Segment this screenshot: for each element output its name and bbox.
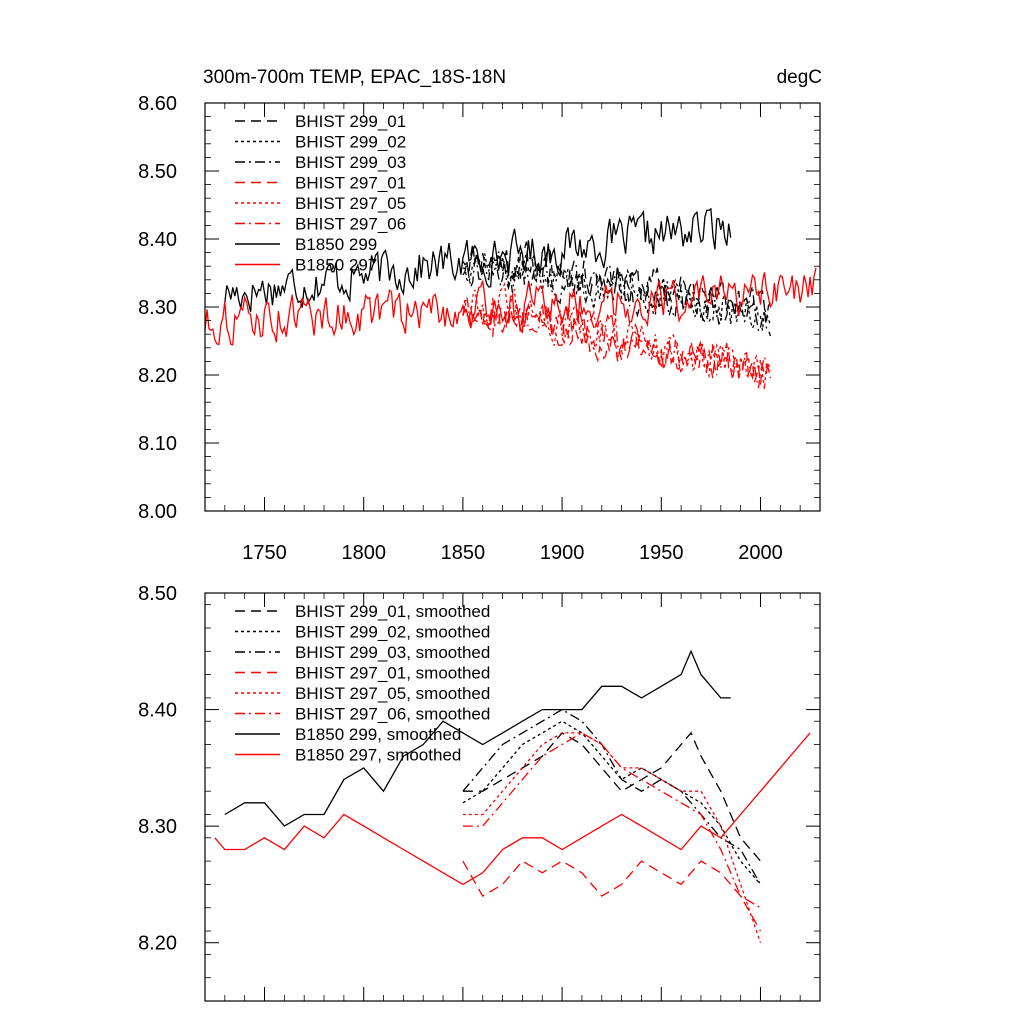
legend-label-1: BHIST 299_01, smoothed [295,602,490,621]
legend-label-4: BHIST 297_01, smoothed [295,664,490,683]
units-label: degC [777,67,822,88]
legend-label-6: BHIST 297_06, smoothed [295,705,490,724]
legend-label-2: BHIST 299_02 [295,133,406,152]
legend-label-6: BHIST 297_06 [295,215,406,234]
y-tick-label: 8.40 [138,700,177,722]
top-axes: 1750 1800 1850 1900 1950 2000 8.00 8.10 8.20 8.30… [138,93,821,564]
series-line-8 [204,267,817,346]
legend-label-4: BHIST 297_01 [295,174,406,193]
y-tick-label: 8.30 [138,816,177,838]
legend-label-5: BHIST 297_05, smoothed [295,684,490,703]
bottom-series-group [214,649,811,943]
series-line-2 [462,720,761,885]
y-tick-label: 8.20 [138,933,177,955]
x-tick-label: 2000 [738,542,783,564]
y-tick-label: 8.00 [138,501,177,523]
legend-label-1: BHIST 299_01 [295,112,406,131]
series-line-5 [462,281,772,390]
y-tick-label: 8.30 [138,297,177,319]
legend-label-8: B1850 297 [295,256,377,275]
series-line-7 [224,649,731,827]
legend-label-7: B1850 299, smoothed [295,725,461,744]
y-tick-label: 8.20 [138,365,177,387]
y-tick-label: 8.10 [138,433,177,455]
x-tick-label: 1900 [540,542,585,564]
legend-label-3: BHIST 299_03 [295,153,406,172]
x-tick-label: 1750 [242,542,287,564]
legend-label-7: B1850 299 [295,235,377,254]
bottom-panel: 8.208.308.408.50 BHIST 299_01, smoothedB… [138,583,821,1002]
series-line-1 [462,241,771,322]
series-line-3 [462,256,772,337]
legend-label-2: BHIST 299_02, smoothed [295,623,490,642]
bottom-axes: 8.20 8.30 8.40 8.50 [138,583,821,1002]
y-tick-label: 8.40 [138,229,177,251]
x-tick-label: 1800 [341,542,386,564]
legend-label-3: BHIST 299_03, smoothed [295,643,490,662]
legend-label-5: BHIST 297_05 [295,194,406,213]
y-tick-label: 8.50 [138,161,177,183]
y-tick-label: 8.50 [138,583,177,605]
top-series-group [204,207,817,390]
bottom-legend: BHIST 299_01, smoothed BHIST 299_02, smoo… [235,602,490,765]
top-panel: 300m-700m TEMP, EPAC_18S-18N degC 1750 18… [138,67,822,564]
legend-label-8: B1850 297, smoothed [295,746,461,765]
x-tick-label: 1850 [441,542,486,564]
x-tick-label: 1950 [639,542,684,564]
y-tick-label: 8.60 [138,93,177,115]
series-line-8 [214,732,811,886]
bottom-plot-frame [204,592,821,1002]
chart-title: 300m-700m TEMP, EPAC_18S-18N [203,67,506,88]
series-line-3 [462,708,762,885]
